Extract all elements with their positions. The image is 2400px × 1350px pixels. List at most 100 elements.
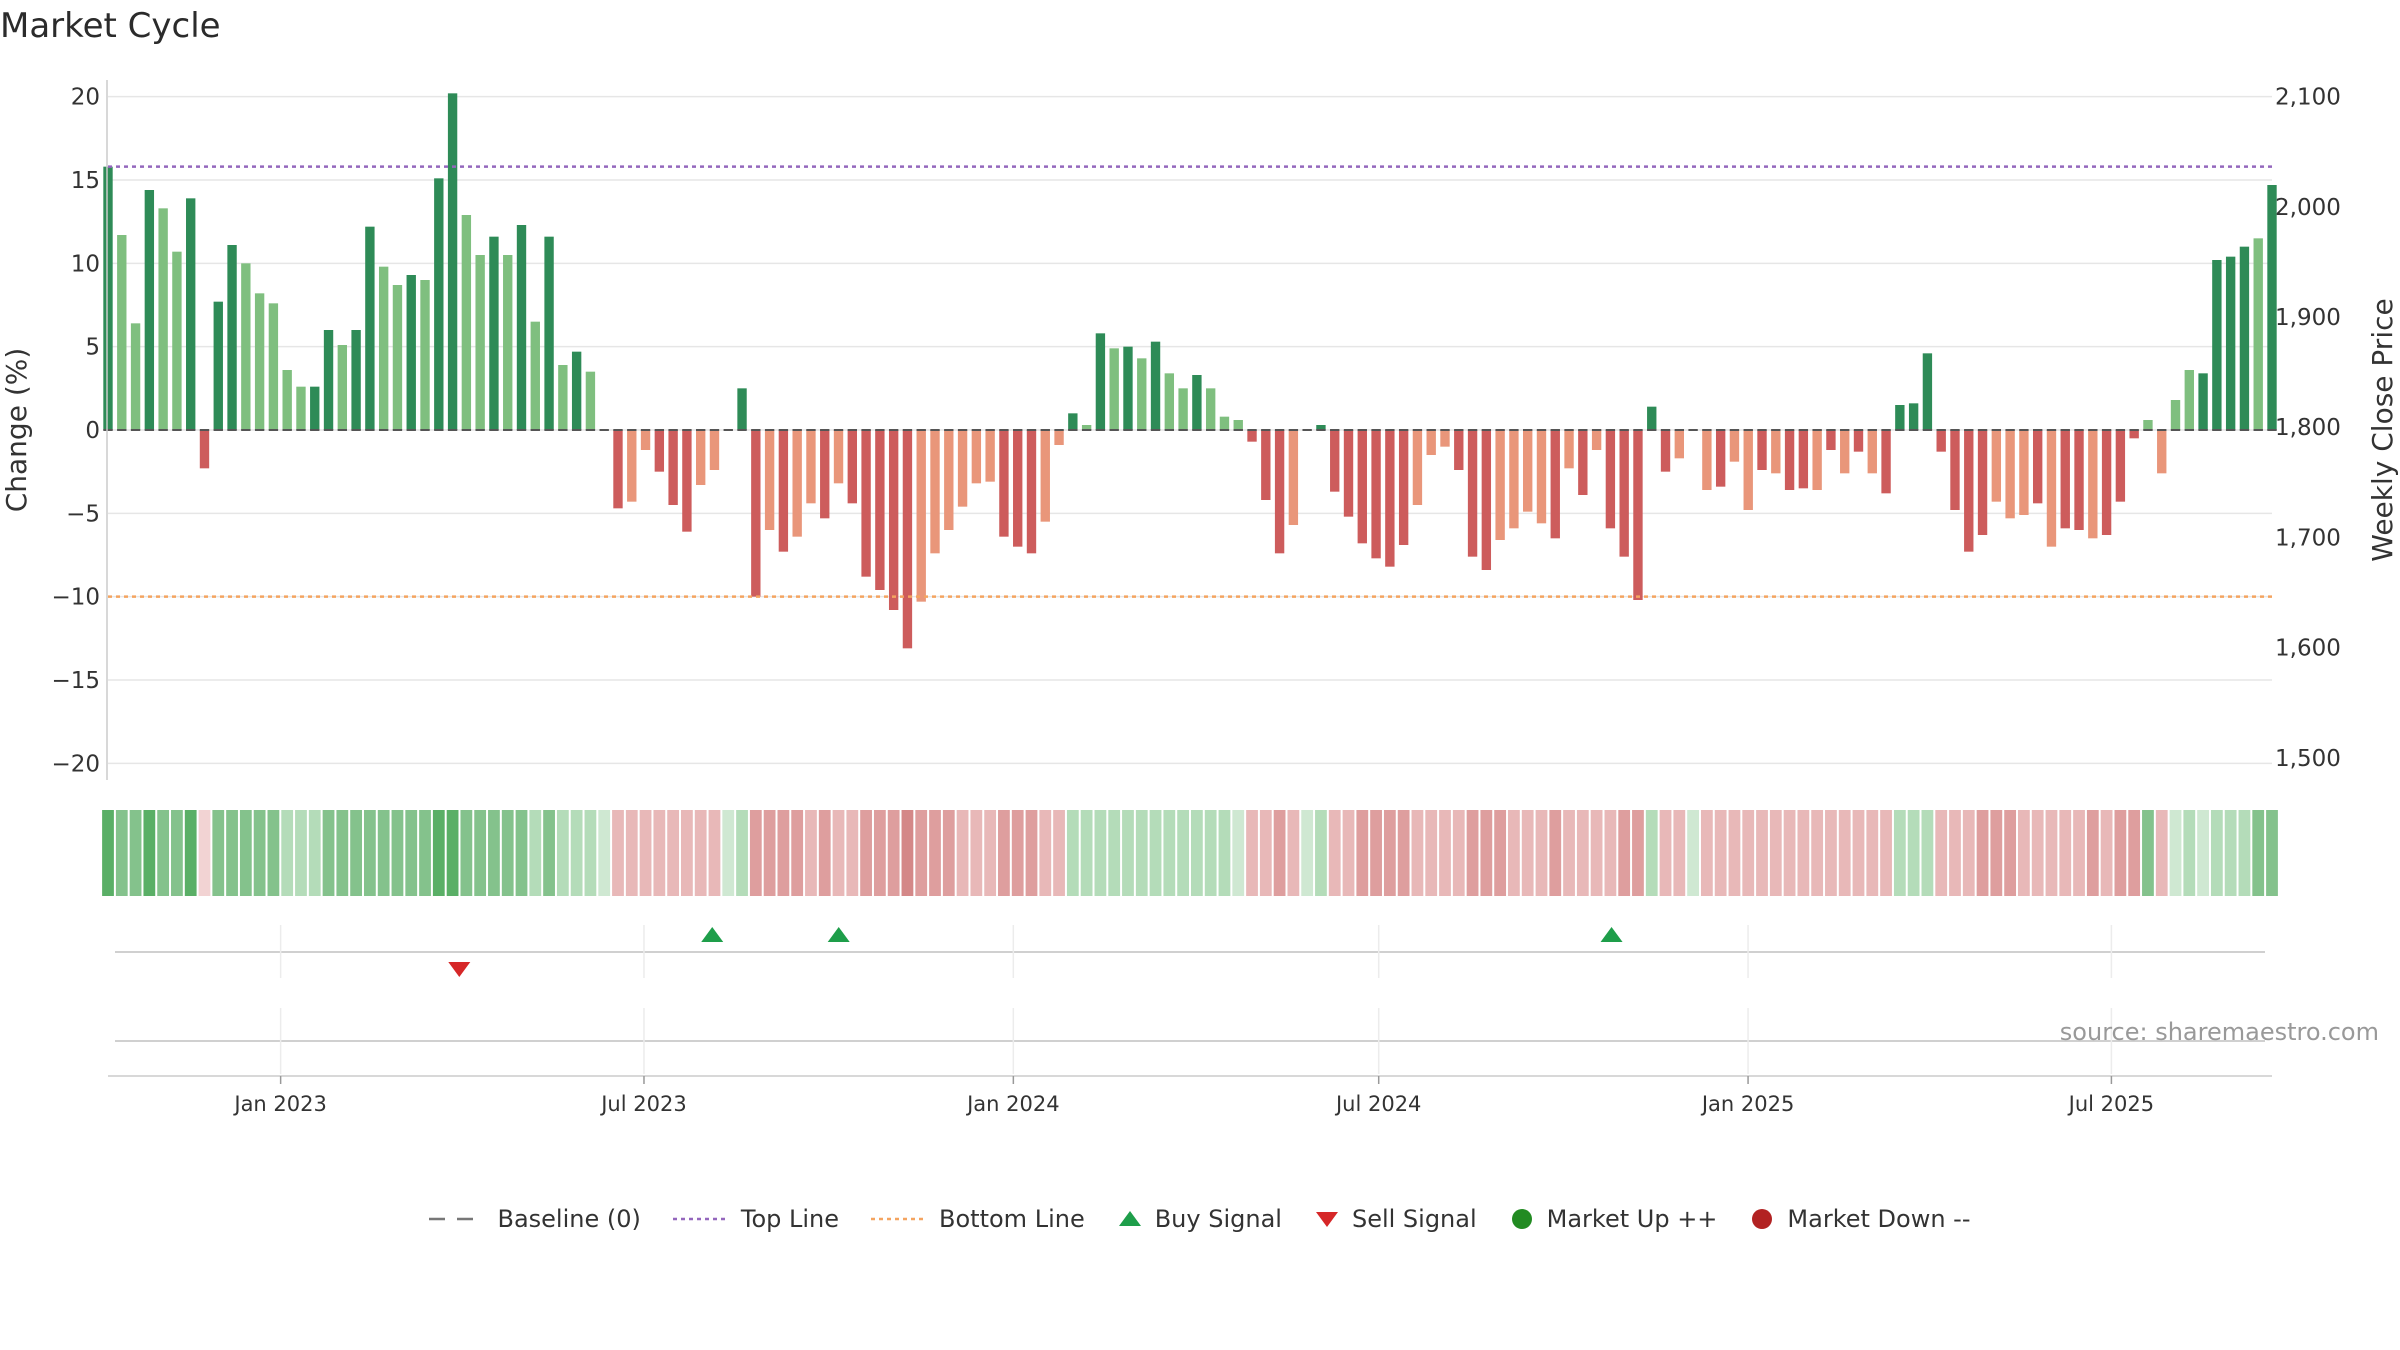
bar <box>1895 405 1905 430</box>
strip-cell <box>2210 810 2223 896</box>
bar <box>1798 430 1809 489</box>
strip-cell <box>1287 810 1300 896</box>
strip-cell <box>1632 810 1644 896</box>
bar <box>1950 430 1960 510</box>
strip-cell <box>1466 810 1479 896</box>
strip-cell <box>212 810 225 896</box>
strip-cell <box>377 810 390 896</box>
y-tick-label: 0 <box>85 418 100 444</box>
strip-cell <box>681 810 693 896</box>
strip-cell <box>1535 810 1548 896</box>
strip-cell <box>543 810 555 896</box>
grid-layer <box>108 95 2272 765</box>
strip-cell <box>1742 810 1755 896</box>
source-credit: source: sharemaestro.com <box>2060 1018 2379 1046</box>
strip-cell <box>432 810 445 896</box>
legend-circle <box>1511 1209 1532 1229</box>
strip-cell <box>529 810 542 896</box>
bar <box>668 430 678 505</box>
bar <box>1040 430 1050 522</box>
bar <box>571 351 582 430</box>
strip-cell <box>1177 810 1189 896</box>
strip-cell <box>956 810 969 896</box>
bar <box>2267 185 2277 430</box>
bar <box>158 208 168 430</box>
bar <box>434 178 444 430</box>
strip-cell <box>708 810 721 896</box>
bar <box>971 430 982 484</box>
bar <box>1164 373 1175 430</box>
strip-cell <box>1769 810 1782 896</box>
bar <box>1729 430 1740 462</box>
strip-cell <box>1411 810 1424 896</box>
y-right-tick-label: 1,700 <box>2275 525 2341 551</box>
strip-cell <box>2238 810 2251 896</box>
y-tick-label: 10 <box>71 251 100 277</box>
bar <box>1495 430 1505 540</box>
strip-cell <box>1439 810 1451 896</box>
bar <box>1095 333 1106 430</box>
bar <box>503 255 513 430</box>
legend-triangle <box>1118 1211 1141 1226</box>
strip-cell <box>1576 810 1589 896</box>
strip-cell <box>2086 810 2099 896</box>
bar <box>489 236 499 430</box>
bar <box>337 345 348 430</box>
bar <box>1660 430 1671 472</box>
strip-cell <box>1549 810 1562 896</box>
bar <box>751 430 761 597</box>
bar <box>1922 353 1933 430</box>
bar <box>1192 375 1202 430</box>
strip-cell <box>1163 810 1176 896</box>
strip-cell <box>722 810 735 896</box>
strip-cell <box>1356 810 1369 896</box>
strip-cell <box>970 810 983 896</box>
strip-cell <box>1094 810 1107 896</box>
strip-cell <box>625 810 638 896</box>
bar <box>2046 430 2057 547</box>
strip-cell <box>1962 810 1975 896</box>
strip-cell <box>336 810 349 896</box>
strip-cell <box>1397 810 1410 896</box>
bar <box>1908 403 1919 430</box>
strip-cell <box>1232 810 1245 896</box>
strip-cell <box>1149 810 1162 896</box>
bar <box>1205 388 1216 430</box>
strip-cell <box>2031 810 2044 896</box>
strip-cell <box>157 810 170 896</box>
strip-cell <box>446 810 459 896</box>
bar <box>144 190 155 430</box>
strip-cell <box>639 810 652 896</box>
bar <box>1123 346 1133 430</box>
bar <box>1316 425 1326 430</box>
strip-cell <box>1039 810 1052 896</box>
bar <box>792 430 802 537</box>
bar <box>737 388 747 430</box>
strip-cell <box>1976 810 1989 896</box>
bar <box>475 255 485 430</box>
strip-cell <box>749 810 762 896</box>
strip-cell <box>405 810 418 896</box>
bar <box>213 301 223 430</box>
buy-signal-marker <box>1600 927 1623 942</box>
strip-cell <box>1011 810 1024 896</box>
bar <box>1812 430 1822 490</box>
bar <box>1964 430 1974 552</box>
bar <box>1991 430 2002 502</box>
strip-cell <box>488 810 500 896</box>
bar <box>1274 430 1285 554</box>
bar <box>199 430 210 469</box>
bar <box>1398 430 1409 545</box>
bar <box>2074 430 2084 530</box>
bar <box>1109 348 1119 430</box>
bar <box>1743 430 1753 510</box>
strip-cell <box>460 810 473 896</box>
strip-cell <box>2128 810 2141 896</box>
bar <box>2212 260 2222 430</box>
y-right-tick-label: 2,000 <box>2275 195 2341 221</box>
strip-cell <box>1700 810 1713 896</box>
strip-cell <box>474 810 487 896</box>
bar <box>1550 430 1560 539</box>
strip-cell <box>1990 810 2003 896</box>
bar <box>310 386 320 430</box>
